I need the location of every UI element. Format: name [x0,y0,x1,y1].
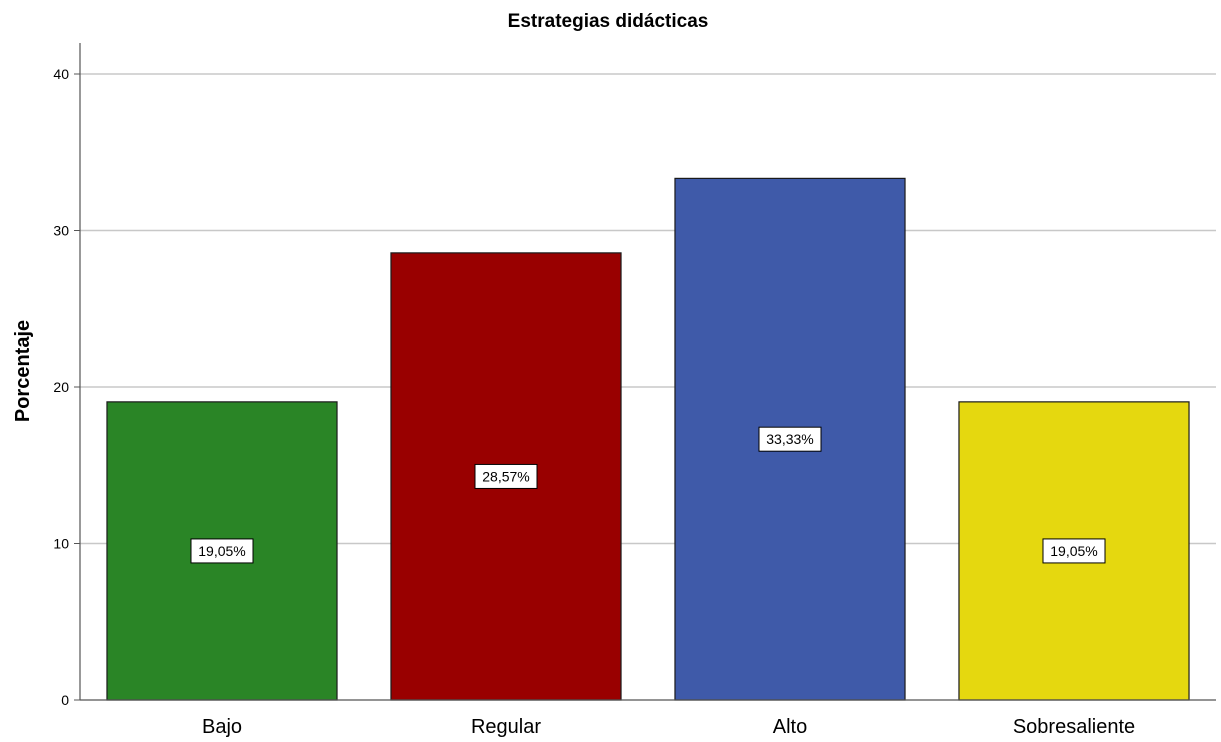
x-tick-label: Bajo [202,716,242,738]
data-label-box [190,538,254,564]
y-tick-label: 0 [61,692,69,708]
y-tick-label: 40 [53,66,69,82]
chart-title: Estrategias didácticas [508,11,709,32]
data-label-box [474,463,538,489]
y-axis-label: Porcentaje [12,320,34,422]
y-tick-label: 10 [53,536,69,552]
x-tick-label: Regular [471,716,541,738]
data-label: 33,33% [766,431,813,447]
data-label: 19,05% [1050,543,1097,559]
bars [106,177,1190,701]
y-axis-ticks: 0 10 20 30 40 [53,66,80,708]
y-tick-label: 30 [53,223,69,239]
data-labels: 19,05% 28,57% 33,33% 19,05% [190,426,1106,564]
x-tick-label: Sobresaliente [1013,716,1135,738]
x-axis-ticks: Bajo Regular Alto Sobresaliente [202,716,1135,738]
data-label: 19,05% [198,543,245,559]
y-tick-label: 20 [53,379,69,395]
data-label: 28,57% [482,468,529,484]
x-tick-label: Alto [773,716,807,738]
data-label-box [1042,538,1106,564]
data-label-box [758,426,822,452]
bar-bajo [106,401,338,701]
